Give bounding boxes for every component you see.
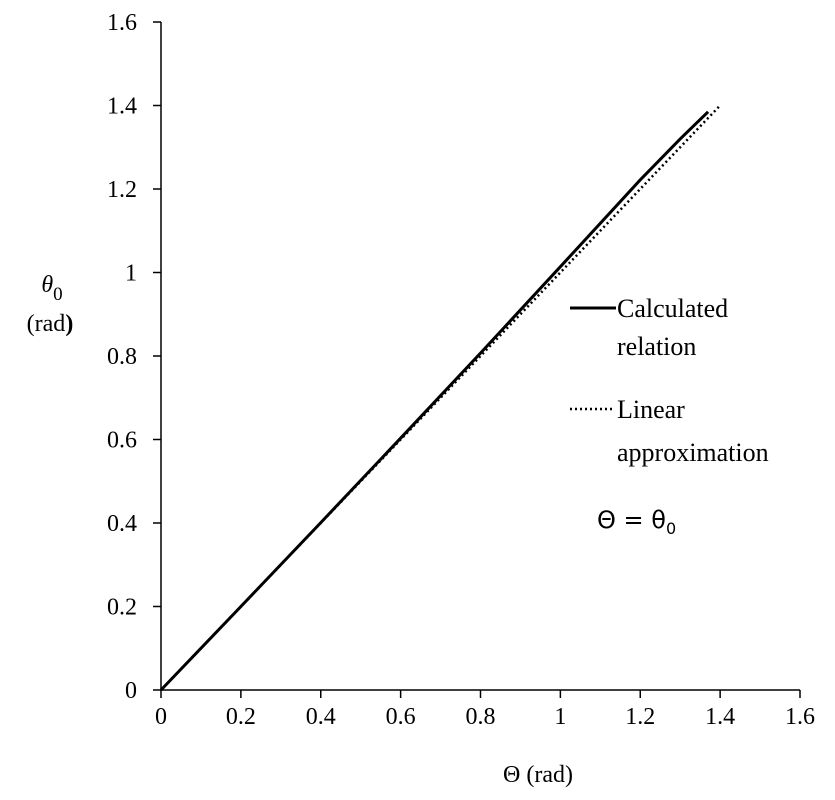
x-tick-label: 1 <box>554 704 566 730</box>
equation-text: Θ = θ <box>597 506 666 534</box>
legend-label-linear-1: Linear <box>617 395 685 424</box>
x-tick-label: 0.2 <box>226 704 256 730</box>
svg-text:(rad): (rad) <box>27 311 74 337</box>
y-axis-unit: (rad <box>27 311 66 337</box>
y-axis-title: θ0 (rad) <box>27 272 74 337</box>
y-tick-label: 1.2 <box>107 177 137 203</box>
x-axis-title: Θ (rad) <box>503 762 573 788</box>
y-axis-unit-close: ) <box>65 311 73 337</box>
legend: Calculated relation Linear approximation <box>570 294 769 467</box>
legend-item-calculated: Calculated relation <box>570 294 728 361</box>
svg-text:θ0: θ0 <box>41 272 62 305</box>
x-tick-label: 0.8 <box>466 704 496 730</box>
y-ticks: 0 0.2 0.4 0.6 0.8 1 1.2 1.4 1.6 <box>107 10 161 704</box>
series-calculated-line <box>159 110 710 692</box>
y-tick-label: 1.4 <box>107 94 137 120</box>
equation-annotation: Θ = θ0 <box>597 506 676 538</box>
series-layer <box>159 104 722 692</box>
y-tick-label: 1 <box>125 261 137 287</box>
y-tick-label: 0.8 <box>107 344 137 370</box>
x-tick-label: 1.6 <box>785 704 815 730</box>
equation-subscript: 0 <box>666 519 676 538</box>
x-tick-label: 0.4 <box>306 704 336 730</box>
y-tick-label: 1.6 <box>107 10 137 36</box>
y-tick-label: 0.4 <box>107 511 137 537</box>
legend-label-calculated-1: Calculated <box>617 294 728 323</box>
x-tick-label: 0.6 <box>386 704 416 730</box>
y-axis-symbol: θ <box>41 272 53 298</box>
y-tick-label: 0.2 <box>107 595 137 621</box>
y-tick-label: 0 <box>125 678 137 704</box>
legend-item-linear: Linear approximation <box>570 395 769 467</box>
x-tick-label: 1.2 <box>625 704 655 730</box>
legend-label-calculated-2: relation <box>617 332 696 361</box>
x-tick-label: 1.4 <box>705 704 735 730</box>
x-ticks: 0 0.2 0.4 0.6 0.8 1 1.2 1.4 1.6 <box>155 690 815 730</box>
y-tick-label: 0.6 <box>107 428 137 454</box>
x-tick-label: 0 <box>155 704 167 730</box>
y-axis-subscript: 0 <box>53 284 63 305</box>
legend-label-linear-2: approximation <box>617 438 769 467</box>
